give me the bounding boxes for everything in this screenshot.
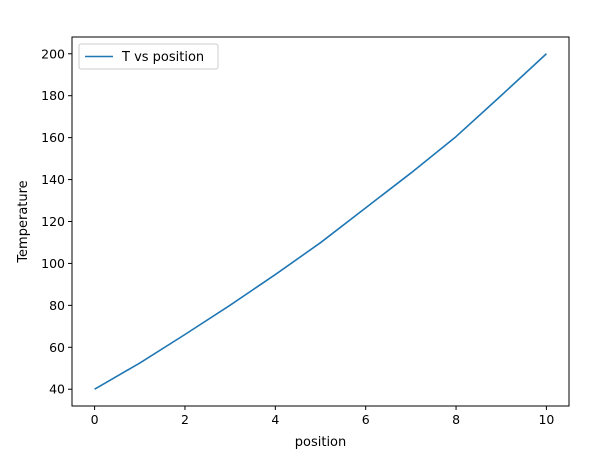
y-tick-label: 40 — [49, 382, 65, 397]
y-tick-label: 120 — [41, 214, 65, 229]
y-tick-label: 60 — [49, 340, 65, 355]
legend-entry-label: T vs position — [121, 50, 204, 65]
legend: T vs position — [78, 43, 219, 70]
x-tick-label: 8 — [452, 412, 460, 427]
plot-area — [94, 53, 547, 390]
y-tick-label: 160 — [41, 130, 65, 145]
y-tick-label: 200 — [41, 46, 65, 61]
x-tick-label: 10 — [538, 412, 554, 427]
y-tick-label: 100 — [41, 256, 65, 271]
y-tick-label: 180 — [41, 88, 65, 103]
x-axis-label: position — [295, 435, 347, 450]
y-tick-label: 140 — [41, 172, 65, 187]
y-tick-label: 80 — [49, 298, 65, 313]
y-axis: 40 60 80 100 120 140 160 180 200 — [41, 46, 72, 397]
x-tick-label: 6 — [362, 412, 370, 427]
x-tick-label: 4 — [271, 412, 279, 427]
x-tick-label: 0 — [91, 412, 99, 427]
series-line — [94, 53, 547, 390]
y-axis-label: Temperature — [16, 180, 31, 263]
legend-box — [78, 43, 219, 70]
x-tick-label: 2 — [181, 412, 189, 427]
plot-frame — [71, 36, 570, 407]
x-axis: 0 2 4 6 8 10 — [91, 406, 554, 427]
